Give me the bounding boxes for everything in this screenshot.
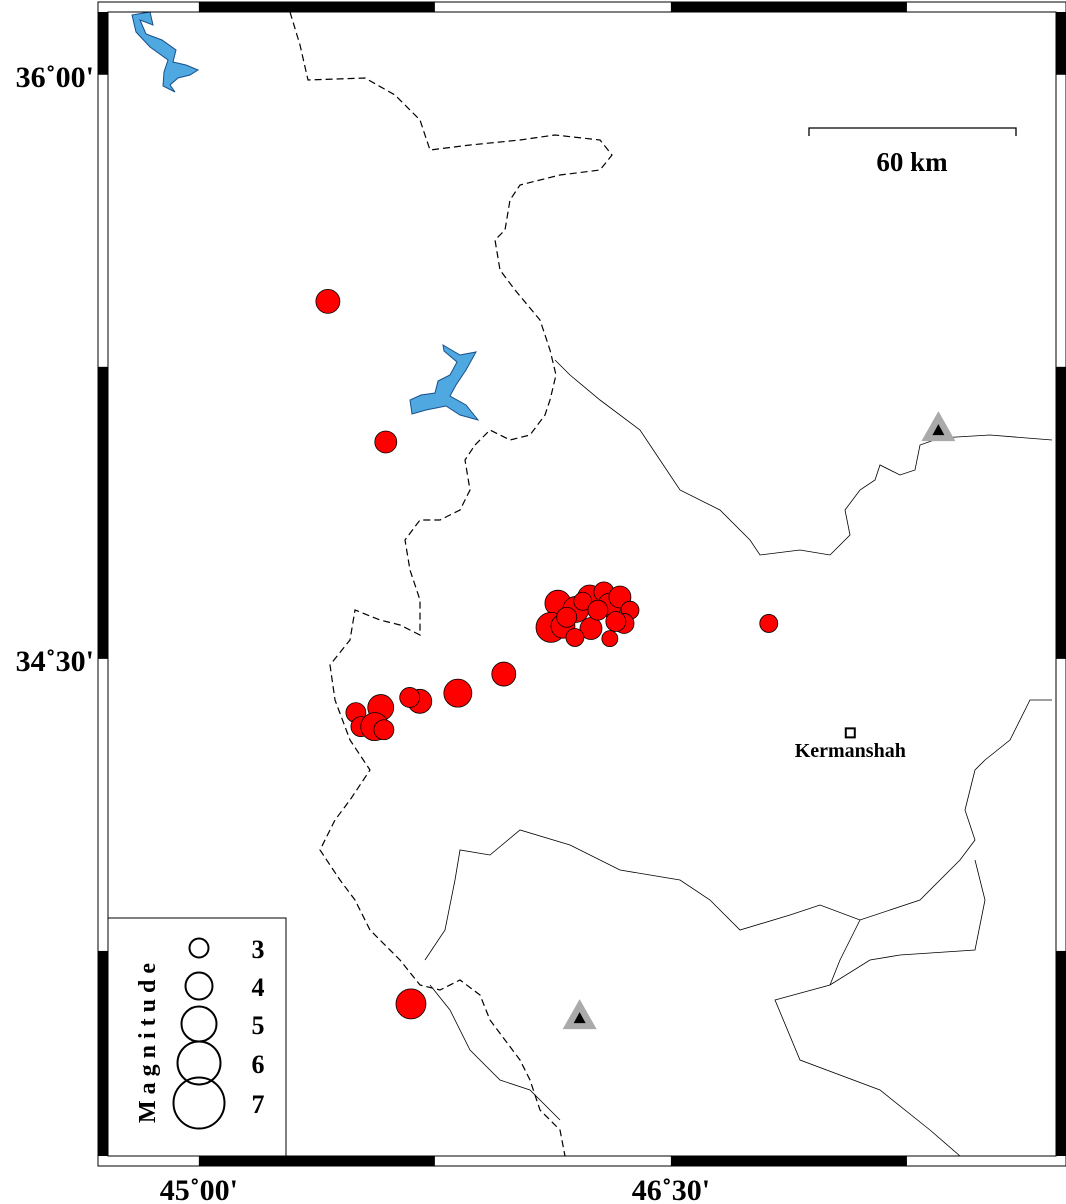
frame-bar xyxy=(1056,12,1066,75)
earthquake-event xyxy=(373,719,395,741)
frame-bar xyxy=(98,950,108,1156)
borders xyxy=(289,11,1053,1157)
triangle-station-inner xyxy=(932,424,945,436)
province-border xyxy=(554,359,1053,556)
legend-label: 5 xyxy=(252,1011,265,1040)
frame-bar xyxy=(98,366,108,659)
earthquake-event xyxy=(443,678,473,708)
legend-label: 4 xyxy=(252,973,265,1002)
earthquake-event xyxy=(556,606,578,628)
scale-bar-label: 60 km xyxy=(876,147,948,177)
province-border xyxy=(429,984,561,1121)
city: Kermanshah xyxy=(795,727,906,762)
earthquake-events xyxy=(315,289,779,1020)
legend-label: 7 xyxy=(252,1090,265,1119)
frame-bar xyxy=(198,2,435,12)
province-border xyxy=(829,919,861,986)
earthquake-event xyxy=(601,630,619,648)
earthquake-event xyxy=(395,988,427,1020)
lakes xyxy=(131,11,480,421)
earthquake-event xyxy=(315,289,341,314)
legend-label: 6 xyxy=(252,1050,265,1079)
scale-bar-line xyxy=(808,127,1017,136)
triangle-station-inner xyxy=(573,1012,586,1024)
lon-tick-label: 45˚00' xyxy=(160,1174,238,1204)
earthquake-event xyxy=(759,614,779,633)
legend-label: 3 xyxy=(252,935,265,964)
earthquake-event xyxy=(565,628,585,647)
lake xyxy=(131,11,200,93)
city-label: Kermanshah xyxy=(795,740,906,762)
legend: Magnitude 3 4 5 6 7 xyxy=(107,917,287,1157)
legend-title: Magnitude xyxy=(135,957,161,1123)
legend-circle xyxy=(188,937,210,959)
frame-bar xyxy=(1056,366,1066,659)
province-border xyxy=(424,699,1052,961)
lat-tick-label: 36˚00' xyxy=(16,61,94,94)
frame-bar xyxy=(670,1156,907,1166)
earthquake-event xyxy=(374,430,398,454)
earthquake-event xyxy=(605,611,627,632)
square-city-marker xyxy=(844,727,856,739)
stations xyxy=(562,411,956,1030)
frame-bar xyxy=(670,2,907,12)
earthquake-event xyxy=(491,661,517,687)
legend-circle xyxy=(176,1040,222,1086)
frame-bar xyxy=(198,1156,435,1166)
frame-bar xyxy=(98,12,108,75)
lake xyxy=(409,344,480,421)
scale-bar: 60 km xyxy=(808,127,1017,177)
legend-circle xyxy=(184,971,214,1001)
earthquake-event xyxy=(587,599,609,621)
legend-circle xyxy=(172,1076,226,1130)
map-frame xyxy=(97,1,1066,1167)
earthquake-event xyxy=(573,591,593,611)
earthquake-event xyxy=(399,687,421,708)
tick-labels: 45˚00' 46˚30' 36˚00' 34˚30' xyxy=(16,61,710,1204)
frame-bar xyxy=(1056,950,1066,1156)
international-border xyxy=(289,11,613,1157)
lat-tick-label: 34˚30' xyxy=(16,645,94,678)
lon-tick-label: 46˚30' xyxy=(632,1174,710,1204)
